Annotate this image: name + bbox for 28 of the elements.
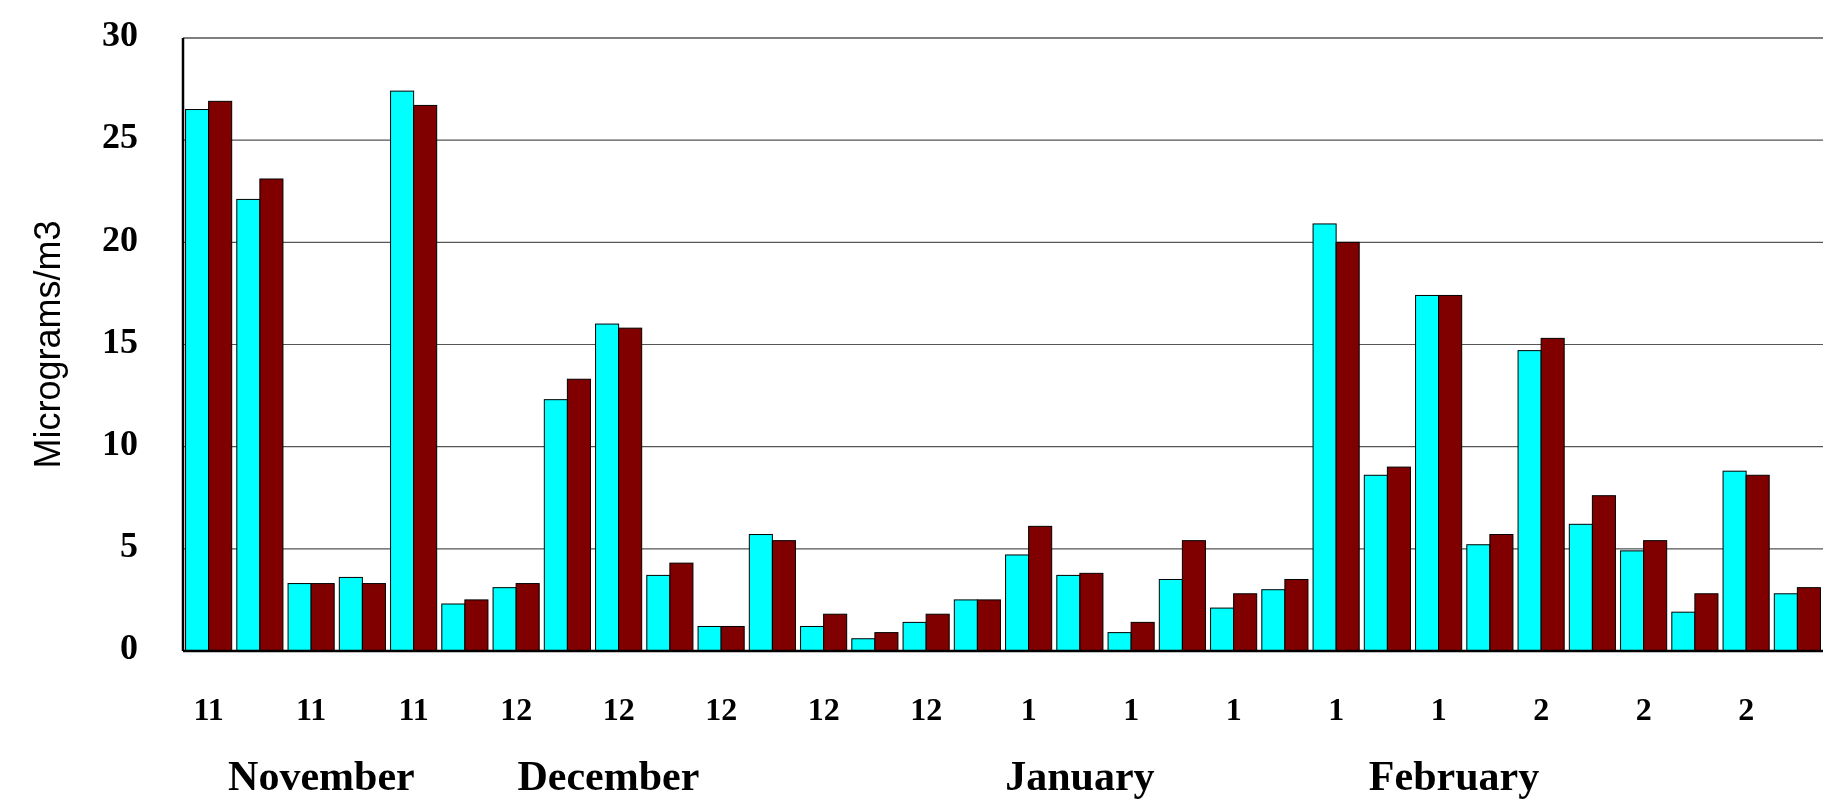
x-tick-label: 2 bbox=[1533, 691, 1550, 727]
x-tick-label: 12 bbox=[807, 691, 840, 727]
y-tick-label: 30 bbox=[102, 14, 138, 55]
x-tick-label: 12 bbox=[602, 691, 635, 727]
x-tick-label: 1 bbox=[1430, 691, 1447, 727]
x-tick-label: 1 bbox=[1123, 691, 1140, 727]
x-tick-label: 1 bbox=[1225, 691, 1242, 727]
x-tick-label: 1 bbox=[1020, 691, 1037, 727]
y-tick-label: 5 bbox=[120, 525, 138, 566]
y-tick-label: 10 bbox=[102, 422, 138, 463]
x-tick-label: 11 bbox=[398, 691, 429, 727]
y-tick-label: 20 bbox=[102, 218, 138, 259]
x-tick-label: 12 bbox=[705, 691, 738, 727]
text: December bbox=[517, 753, 700, 799]
x-tick-label: 12 bbox=[910, 691, 943, 727]
x-tick-label: 2 bbox=[1635, 691, 1652, 727]
y-tick-label: 0 bbox=[120, 627, 138, 668]
y-tick-label: 15 bbox=[102, 320, 138, 361]
x-tick-label: 11 bbox=[193, 691, 224, 727]
text: November bbox=[228, 753, 415, 799]
y-axis-title: Micrograms/m3 bbox=[26, 220, 68, 469]
x-tick-label: 2 bbox=[1738, 691, 1755, 727]
text: January bbox=[1005, 753, 1155, 799]
x-tick-label: 12 bbox=[500, 691, 533, 727]
x-tick-label: 11 bbox=[296, 691, 327, 727]
y-tick-label: 25 bbox=[102, 116, 138, 157]
text: February bbox=[1368, 753, 1540, 799]
x-tick-label: 1 bbox=[1328, 691, 1345, 727]
